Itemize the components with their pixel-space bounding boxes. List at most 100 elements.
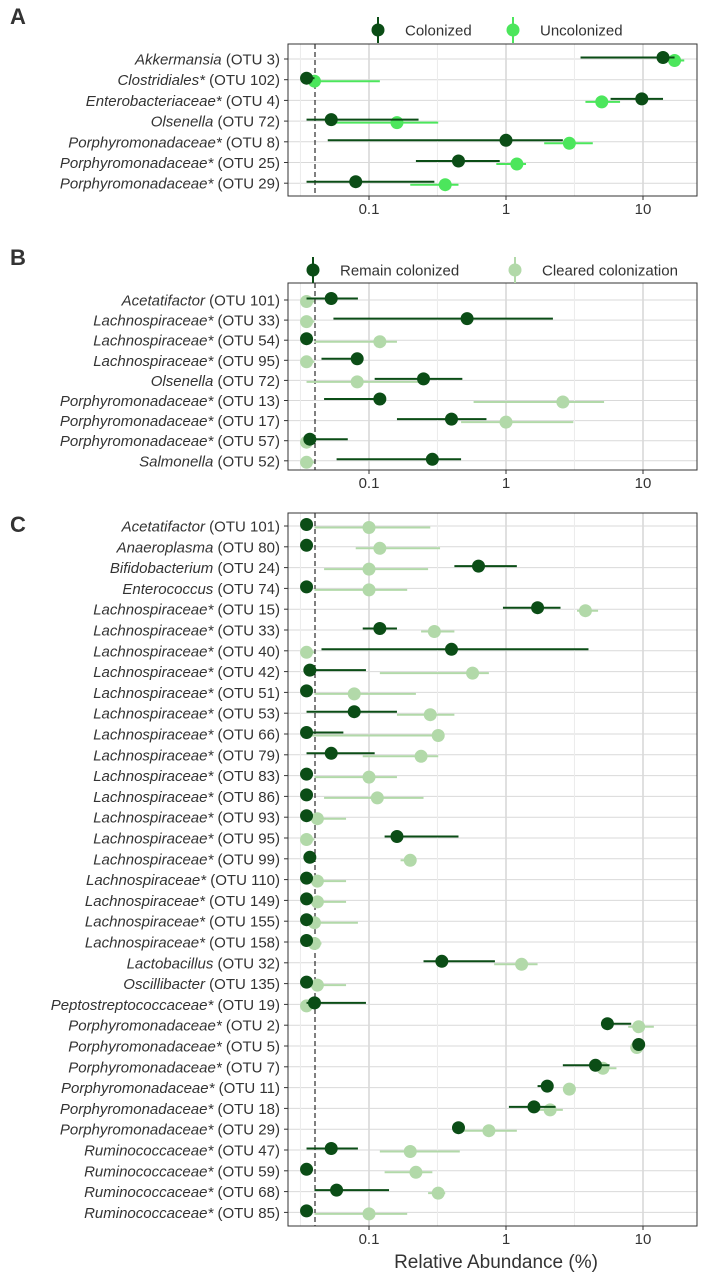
taxon-name: Porphyromonadaceae* [68, 1039, 223, 1056]
taxon-name: Lachnospiraceae* [93, 851, 214, 868]
data-point [588, 1058, 602, 1072]
otu-id: (OTU 15) [213, 602, 280, 619]
y-tick-label: Porphyromonadaceae* (OTU 2) [68, 1018, 280, 1035]
data-point [324, 746, 338, 760]
data-point [543, 1103, 557, 1117]
taxon-name: Lachnospiraceae* [85, 914, 206, 931]
data-point [310, 812, 324, 826]
data-point [390, 116, 404, 130]
taxon-name: Porphyromonadaceae* [60, 1122, 215, 1139]
data-point [300, 518, 314, 531]
data-point [578, 604, 592, 618]
plot-border [287, 282, 698, 471]
y-tick-label: Lachnospiraceae* (OTU 51) [93, 685, 280, 702]
plot-background [288, 513, 697, 1226]
plot-border [287, 512, 698, 1227]
otu-id: (OTU 8) [222, 134, 280, 151]
data-point [300, 455, 314, 469]
y-tick-label: Porphyromonadaceae* (OTU 7) [68, 1059, 280, 1076]
taxon-name: Lachnospiraceae* [93, 664, 214, 681]
otu-id: (OTU 11) [214, 1080, 280, 1097]
data-point [347, 705, 361, 719]
y-tick-label: Lachnospiraceae* (OTU 99) [93, 851, 280, 868]
taxon-name: Olsenella [151, 373, 214, 390]
legend-label: Remain colonized [340, 263, 459, 280]
otu-id: (OTU 101) [205, 293, 280, 310]
data-point [632, 1020, 646, 1034]
otu-id: (OTU 57) [213, 433, 280, 450]
y-tick-label: Lachnospiraceae* (OTU 15) [93, 602, 280, 619]
data-point [303, 850, 317, 864]
y-tick-label: Lachnospiraceae* (OTU 149) [85, 893, 280, 910]
otu-id: (OTU 95) [213, 353, 280, 370]
data-point [403, 853, 417, 867]
otu-id: (OTU 66) [213, 727, 280, 744]
taxon-name: Oscillibacter [123, 976, 206, 993]
taxon-name: Lachnospiraceae* [93, 747, 214, 764]
taxon-name: Bifidobacterium [110, 560, 213, 577]
data-point [300, 788, 314, 802]
x-tick-label: 10 [635, 475, 652, 492]
data-point [310, 874, 324, 888]
data-point [362, 583, 376, 597]
taxon-name: Lachnospiraceae* [93, 768, 214, 785]
otu-id: (OTU 29) [213, 1122, 280, 1139]
plot-background [288, 283, 697, 470]
data-point [300, 767, 314, 781]
x-tick-label: 0.1 [359, 201, 380, 218]
otu-id: (OTU 54) [213, 333, 280, 350]
taxon-name: Peptostreptococcaceae* [51, 997, 215, 1014]
data-point [324, 1142, 338, 1155]
taxon-name: Lachnospiraceae* [93, 831, 214, 848]
data-point [310, 978, 324, 992]
y-tick-label: Anaeroplasma (OTU 80) [116, 539, 280, 556]
panel-label: A [10, 4, 26, 29]
taxon-name: Lachnospiraceae* [93, 727, 214, 744]
data-point [300, 934, 314, 947]
data-point [499, 415, 513, 429]
otu-id: (OTU 149) [205, 893, 280, 910]
otu-id: (OTU 93) [213, 810, 280, 827]
otu-id: (OTU 99) [213, 851, 280, 868]
y-tick-label: Lachnospiraceae* (OTU 54) [93, 333, 280, 350]
data-point [324, 113, 338, 127]
taxon-name: Anaeroplasma [116, 539, 214, 556]
data-point [362, 521, 376, 534]
data-point [300, 913, 314, 927]
taxon-name: Lachnospiraceae* [93, 353, 214, 370]
y-tick-label: Porphyromonadaceae* (OTU 11) [61, 1080, 280, 1097]
y-tick-label: Ruminococcaceae* (OTU 59) [84, 1163, 280, 1180]
x-tick-label: 0.1 [359, 1231, 380, 1248]
y-tick-label: Lachnospiraceae* (OTU 53) [93, 706, 280, 723]
otu-id: (OTU 158) [205, 935, 280, 952]
data-point [300, 295, 314, 308]
taxon-name: Porphyromonadaceae* [60, 393, 215, 410]
y-tick-label: Porphyromonadaceae* (OTU 25) [60, 155, 280, 172]
data-point [300, 684, 314, 698]
y-tick-label: Lachnospiraceae* (OTU 83) [93, 768, 280, 785]
otu-id: (OTU 33) [213, 623, 280, 640]
taxon-name: Lachnospiraceae* [93, 602, 214, 619]
taxon-name: Lachnospiraceae* [85, 935, 206, 952]
taxon-name: Porphyromonadaceae* [68, 1018, 223, 1035]
taxon-name: Lactobacillus [127, 955, 214, 972]
otu-id: (OTU 101) [205, 519, 280, 536]
taxon-name: Salmonella [139, 453, 213, 470]
data-point [515, 957, 529, 971]
otu-id: (OTU 135) [205, 976, 280, 993]
otu-id: (OTU 19) [213, 997, 280, 1014]
taxon-name: Porphyromonadaceae* [68, 1059, 223, 1076]
y-tick-label: Porphyromonadaceae* (OTU 57) [60, 433, 280, 450]
y-tick-label: Porphyromonadaceae* (OTU 8) [68, 134, 280, 151]
otu-id: (OTU 13) [213, 393, 280, 410]
data-point [303, 432, 317, 446]
data-point [427, 625, 441, 638]
taxon-name: Lachnospiraceae* [93, 313, 214, 330]
y-tick-label: Lachnospiraceae* (OTU 95) [93, 353, 280, 370]
otu-id: (OTU 17) [213, 413, 280, 430]
y-tick-label: Acetatifactor (OTU 101) [121, 519, 280, 536]
otu-id: (OTU 29) [213, 176, 280, 193]
data-point [556, 395, 570, 409]
data-point [562, 1082, 576, 1096]
